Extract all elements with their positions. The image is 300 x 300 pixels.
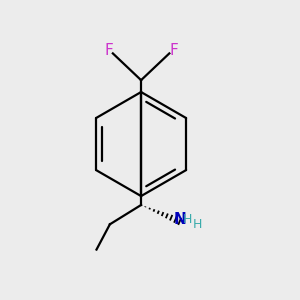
Text: N: N [173,212,186,227]
Text: F: F [169,43,178,58]
Text: H: H [182,213,192,226]
Text: F: F [104,43,113,58]
Text: H: H [193,218,202,231]
